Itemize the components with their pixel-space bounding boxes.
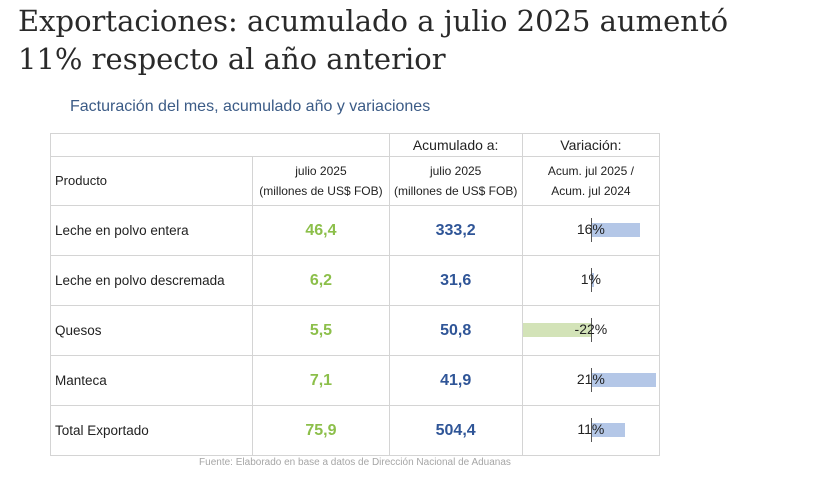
- mes-value: 75,9: [252, 405, 390, 456]
- table-row-total: Total Exportado 75,9 504,4 11%: [49, 405, 661, 456]
- header-acumulado: Acumulado a:: [388, 133, 523, 157]
- producto-cell: Quesos: [49, 305, 254, 356]
- header-row-sub: Producto julio 2025 (millones de US$ FOB…: [49, 156, 661, 206]
- variacion-axis: [590, 268, 592, 292]
- header-acu: julio 2025 (millones de US$ FOB): [388, 156, 523, 206]
- header-var: Acum. jul 2025 / Acum. jul 2024: [521, 156, 661, 206]
- producto-cell: Total Exportado: [49, 405, 254, 456]
- source-note: Fuente: Elaborado en base a datos de Dir…: [199, 457, 511, 468]
- mes-value: 46,4: [252, 205, 390, 256]
- variacion-bar: [590, 373, 656, 387]
- producto-cell: Leche en polvo descremada: [49, 255, 254, 306]
- header-acu-line-1: julio 2025: [429, 164, 482, 178]
- variacion-bar-wrap: 21%: [523, 356, 659, 405]
- mes-value: 5,5: [252, 305, 390, 356]
- variacion-bar-wrap: 16%: [523, 206, 659, 255]
- table-row: Leche en polvo entera 46,4 333,2 16%: [49, 205, 661, 256]
- header-mes-line-2: (millones de US$ FOB): [259, 184, 383, 198]
- exports-table: Acumulado a: Variación: Producto julio 2…: [49, 133, 661, 456]
- variacion-axis: [590, 368, 592, 392]
- variacion-axis: [590, 218, 592, 242]
- acumulado-value: 41,9: [388, 355, 523, 406]
- acumulado-value: 504,4: [388, 405, 523, 456]
- headline-line-2: 11% respecto al año anterior: [18, 42, 446, 76]
- header-producto: Producto: [49, 156, 254, 206]
- variacion-cell: 11%: [521, 405, 661, 456]
- header-mes: julio 2025 (millones de US$ FOB): [252, 156, 390, 206]
- variacion-bar: [522, 323, 591, 337]
- header-acu-line-2: (millones de US$ FOB): [393, 184, 518, 198]
- producto-cell: Manteca: [49, 355, 254, 406]
- variacion-value: 21%: [576, 371, 605, 387]
- variacion-cell: -22%: [521, 305, 661, 356]
- variacion-bar-wrap: 1%: [523, 256, 659, 305]
- header-var-line-1: Acum. jul 2025 /: [547, 164, 634, 178]
- variacion-cell: 21%: [521, 355, 661, 406]
- mes-value: 6,2: [252, 255, 390, 306]
- headline: Exportaciones: acumulado a julio 2025 au…: [18, 2, 828, 78]
- variacion-cell: 1%: [521, 255, 661, 306]
- header-row-top: Acumulado a: Variación:: [50, 133, 661, 157]
- headline-line-1: Exportaciones: acumulado a julio 2025 au…: [18, 4, 729, 38]
- variacion-bar: [590, 423, 625, 437]
- header-variacion: Variación:: [521, 133, 661, 157]
- header-empty-cell: [50, 133, 390, 157]
- mes-value: 7,1: [252, 355, 390, 406]
- acumulado-value: 50,8: [388, 305, 523, 356]
- variacion-axis: [590, 418, 592, 442]
- variacion-value: -22%: [574, 321, 608, 337]
- acumulado-value: 333,2: [388, 205, 523, 256]
- table-subtitle: Facturación del mes, acumulado año y var…: [70, 98, 431, 115]
- header-mes-line-1: julio 2025: [295, 164, 347, 178]
- variacion-cell: 16%: [521, 205, 661, 256]
- variacion-bar: [590, 273, 594, 287]
- variacion-bar: [590, 223, 641, 237]
- table-row: Quesos 5,5 50,8 -22%: [49, 305, 661, 356]
- table-row: Manteca 7,1 41,9 21%: [49, 355, 661, 406]
- variacion-bar-wrap: 11%: [523, 406, 659, 455]
- variacion-value: 1%: [580, 271, 601, 287]
- variacion-axis: [590, 318, 592, 342]
- acumulado-value: 31,6: [388, 255, 523, 306]
- variacion-bar-wrap: -22%: [522, 306, 659, 355]
- variacion-value: 16%: [576, 221, 605, 237]
- producto-cell: Leche en polvo entera: [49, 205, 254, 256]
- header-var-line-2: Acum. jul 2024: [551, 184, 631, 198]
- variacion-value: 11%: [577, 421, 605, 437]
- table-row: Leche en polvo descremada 6,2 31,6 1%: [49, 255, 661, 306]
